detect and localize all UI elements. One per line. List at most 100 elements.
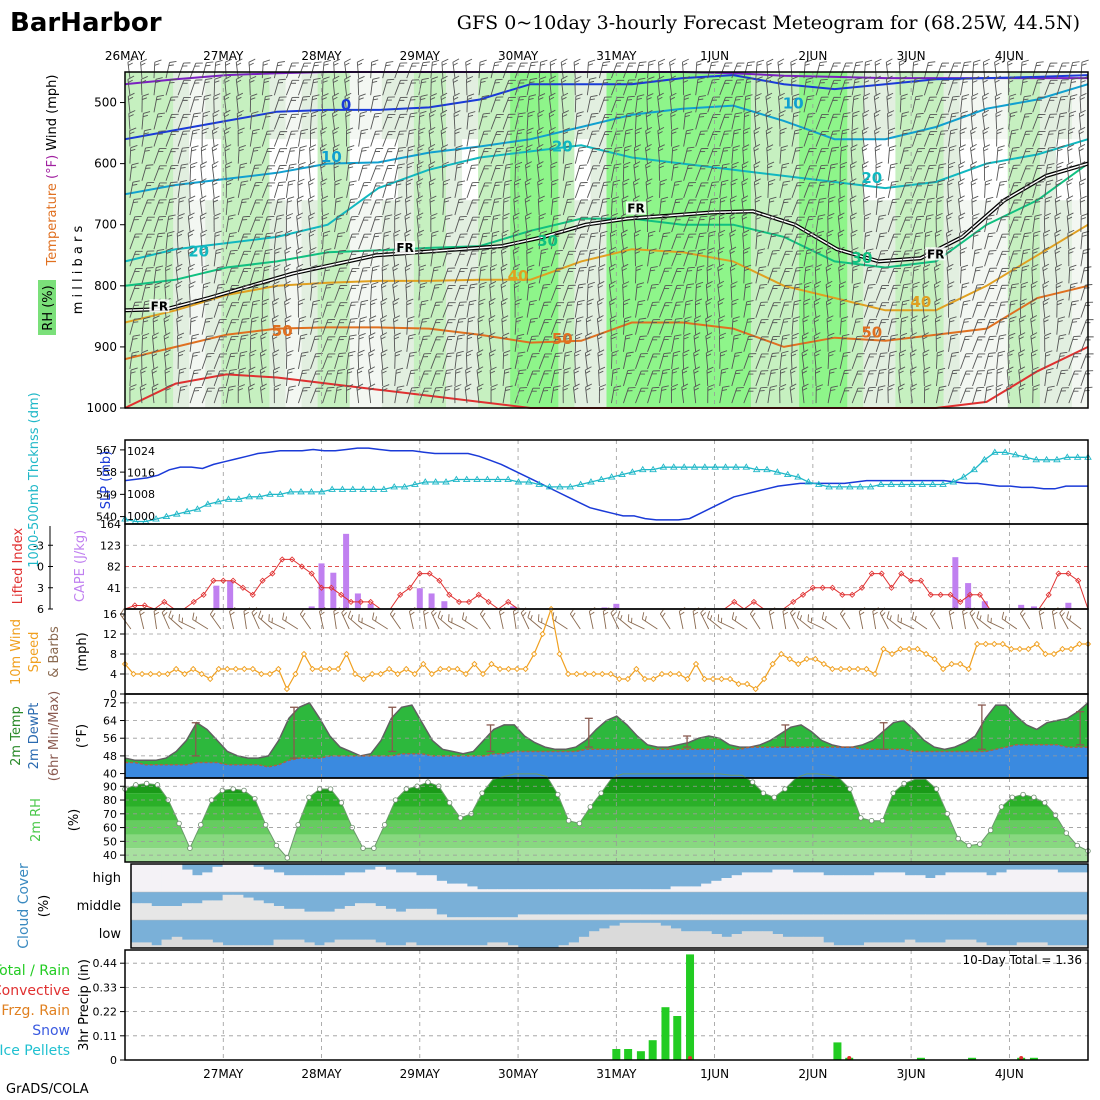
wind-speed-marker <box>420 660 427 668</box>
profile-wind-barb <box>922 281 930 301</box>
thickness-marker <box>887 480 896 487</box>
profile-wind-barb <box>237 180 249 198</box>
profile-wind-barb <box>911 298 919 318</box>
profile-wind-barb <box>948 95 960 113</box>
profile-wind-barb <box>346 233 360 250</box>
profile-wind-barb <box>466 128 477 147</box>
profile-wind-barb <box>260 332 268 352</box>
profile-wind-barb <box>863 336 877 352</box>
wind-speed-marker <box>437 665 444 673</box>
profile-wind-barb <box>1032 79 1045 96</box>
profile-wind-barb <box>249 199 263 216</box>
high-cloud-gap <box>925 878 936 892</box>
profile-wind-barb <box>358 299 369 318</box>
profile-wind-barb <box>754 93 762 113</box>
profile-wind-barb <box>454 198 467 216</box>
wind-speed-marker <box>317 665 325 673</box>
profile-wind-barb <box>960 282 970 301</box>
profile-wind-barb <box>863 319 877 335</box>
profile-wind-barb <box>766 58 774 79</box>
profile-wind-barb <box>683 93 692 113</box>
profile-ylabel: m i l l i b a r s <box>71 226 86 315</box>
profile-wind-barb <box>358 233 372 250</box>
profile-wind-barb <box>141 250 155 267</box>
profile-wind-barb <box>273 384 281 404</box>
profile-wind-barb <box>502 96 516 113</box>
profile-wind-barb <box>814 264 822 284</box>
cloud-ylabel: Cloud Cover <box>16 863 32 949</box>
profile-wind-barb <box>755 370 769 387</box>
profile-wind-barb <box>368 366 375 387</box>
profile-wind-barb <box>815 148 829 164</box>
profile-wind-barb <box>382 164 395 181</box>
profile-wind-barb <box>430 266 442 284</box>
wind-speed-marker <box>1033 640 1041 648</box>
profile-wind-barb <box>767 352 780 370</box>
profile-wind-barb <box>948 298 956 318</box>
wind-speed-marker <box>641 675 648 683</box>
wind-speed-marker <box>138 670 146 678</box>
profile-wind-barb <box>863 213 872 233</box>
profile-wind-barb <box>935 196 944 215</box>
middle-cloud-gap <box>141 903 152 920</box>
profile-wind-barb <box>731 161 739 181</box>
profile-wind-barb <box>165 131 179 147</box>
precip-bar <box>968 1057 977 1060</box>
thickness-marker <box>493 475 502 482</box>
surface-wind-barb <box>987 614 1005 630</box>
profile-wind-barb <box>647 301 660 318</box>
wind-speed-marker <box>769 660 776 668</box>
profile-wind-barb <box>418 77 429 96</box>
surface-wind-barb <box>678 607 686 630</box>
profile-wind-barb <box>1054 195 1062 215</box>
middle-cloud-gap <box>782 914 794 920</box>
profile-wind-barb <box>298 79 311 96</box>
profile-wind-barb <box>1044 385 1055 404</box>
profile-wind-barb <box>875 319 889 335</box>
profile-wind-barb <box>310 335 323 352</box>
profile-wind-barb <box>1056 161 1064 181</box>
profile-wind-barb <box>562 367 571 387</box>
profile-wind-barb <box>659 385 669 404</box>
profile-wind-barb <box>224 75 232 96</box>
profile-wind-barb <box>283 263 291 284</box>
profile-wind-barb <box>743 94 753 113</box>
profile-wind-barb <box>972 336 986 352</box>
profile-wind-barb <box>982 127 990 147</box>
profile-wind-barb <box>322 230 331 250</box>
profile-wind-barb <box>549 58 557 79</box>
low-cloud-cell <box>690 931 702 948</box>
profile-wind-barb <box>212 110 220 130</box>
profile-wind-barb <box>803 298 811 318</box>
profile-wind-barb <box>141 349 149 369</box>
low-cloud-cell <box>375 942 386 948</box>
profile-wind-barb <box>731 369 744 387</box>
profile-wind-barb <box>127 92 135 113</box>
profile-wind-barb <box>358 333 366 352</box>
profile-wind-barb <box>936 113 949 130</box>
profile-wind-barb <box>1020 148 1034 164</box>
profile-wind-barb <box>538 93 546 113</box>
profile-wind-barb <box>753 109 761 130</box>
profile-wind-barb <box>971 93 979 113</box>
profile-wind-barb <box>321 213 330 233</box>
lifted-index-marker <box>1065 570 1072 577</box>
profile-wind-barb <box>165 384 173 404</box>
profile-wind-barb <box>370 298 378 318</box>
profile-wind-barb <box>346 198 358 216</box>
profile-wind-barb <box>923 264 931 284</box>
middle-cloud-gap <box>629 914 641 920</box>
profile-wind-barb <box>213 301 227 318</box>
profile-wind-barb <box>562 267 577 284</box>
profile-wind-barb <box>898 366 906 387</box>
wind-speed-marker <box>386 665 393 673</box>
profile-wind-barb <box>874 144 882 164</box>
profile-wind-barb <box>307 195 315 216</box>
profile-wind-barb <box>935 385 947 404</box>
profile-wind-barb <box>271 332 279 352</box>
middle-cloud-gap <box>568 914 580 920</box>
rh-shade-column <box>365 72 383 408</box>
profile-wind-barb <box>273 230 283 250</box>
profile-wind-barb <box>213 319 227 335</box>
profile-wind-barb <box>1043 229 1051 250</box>
